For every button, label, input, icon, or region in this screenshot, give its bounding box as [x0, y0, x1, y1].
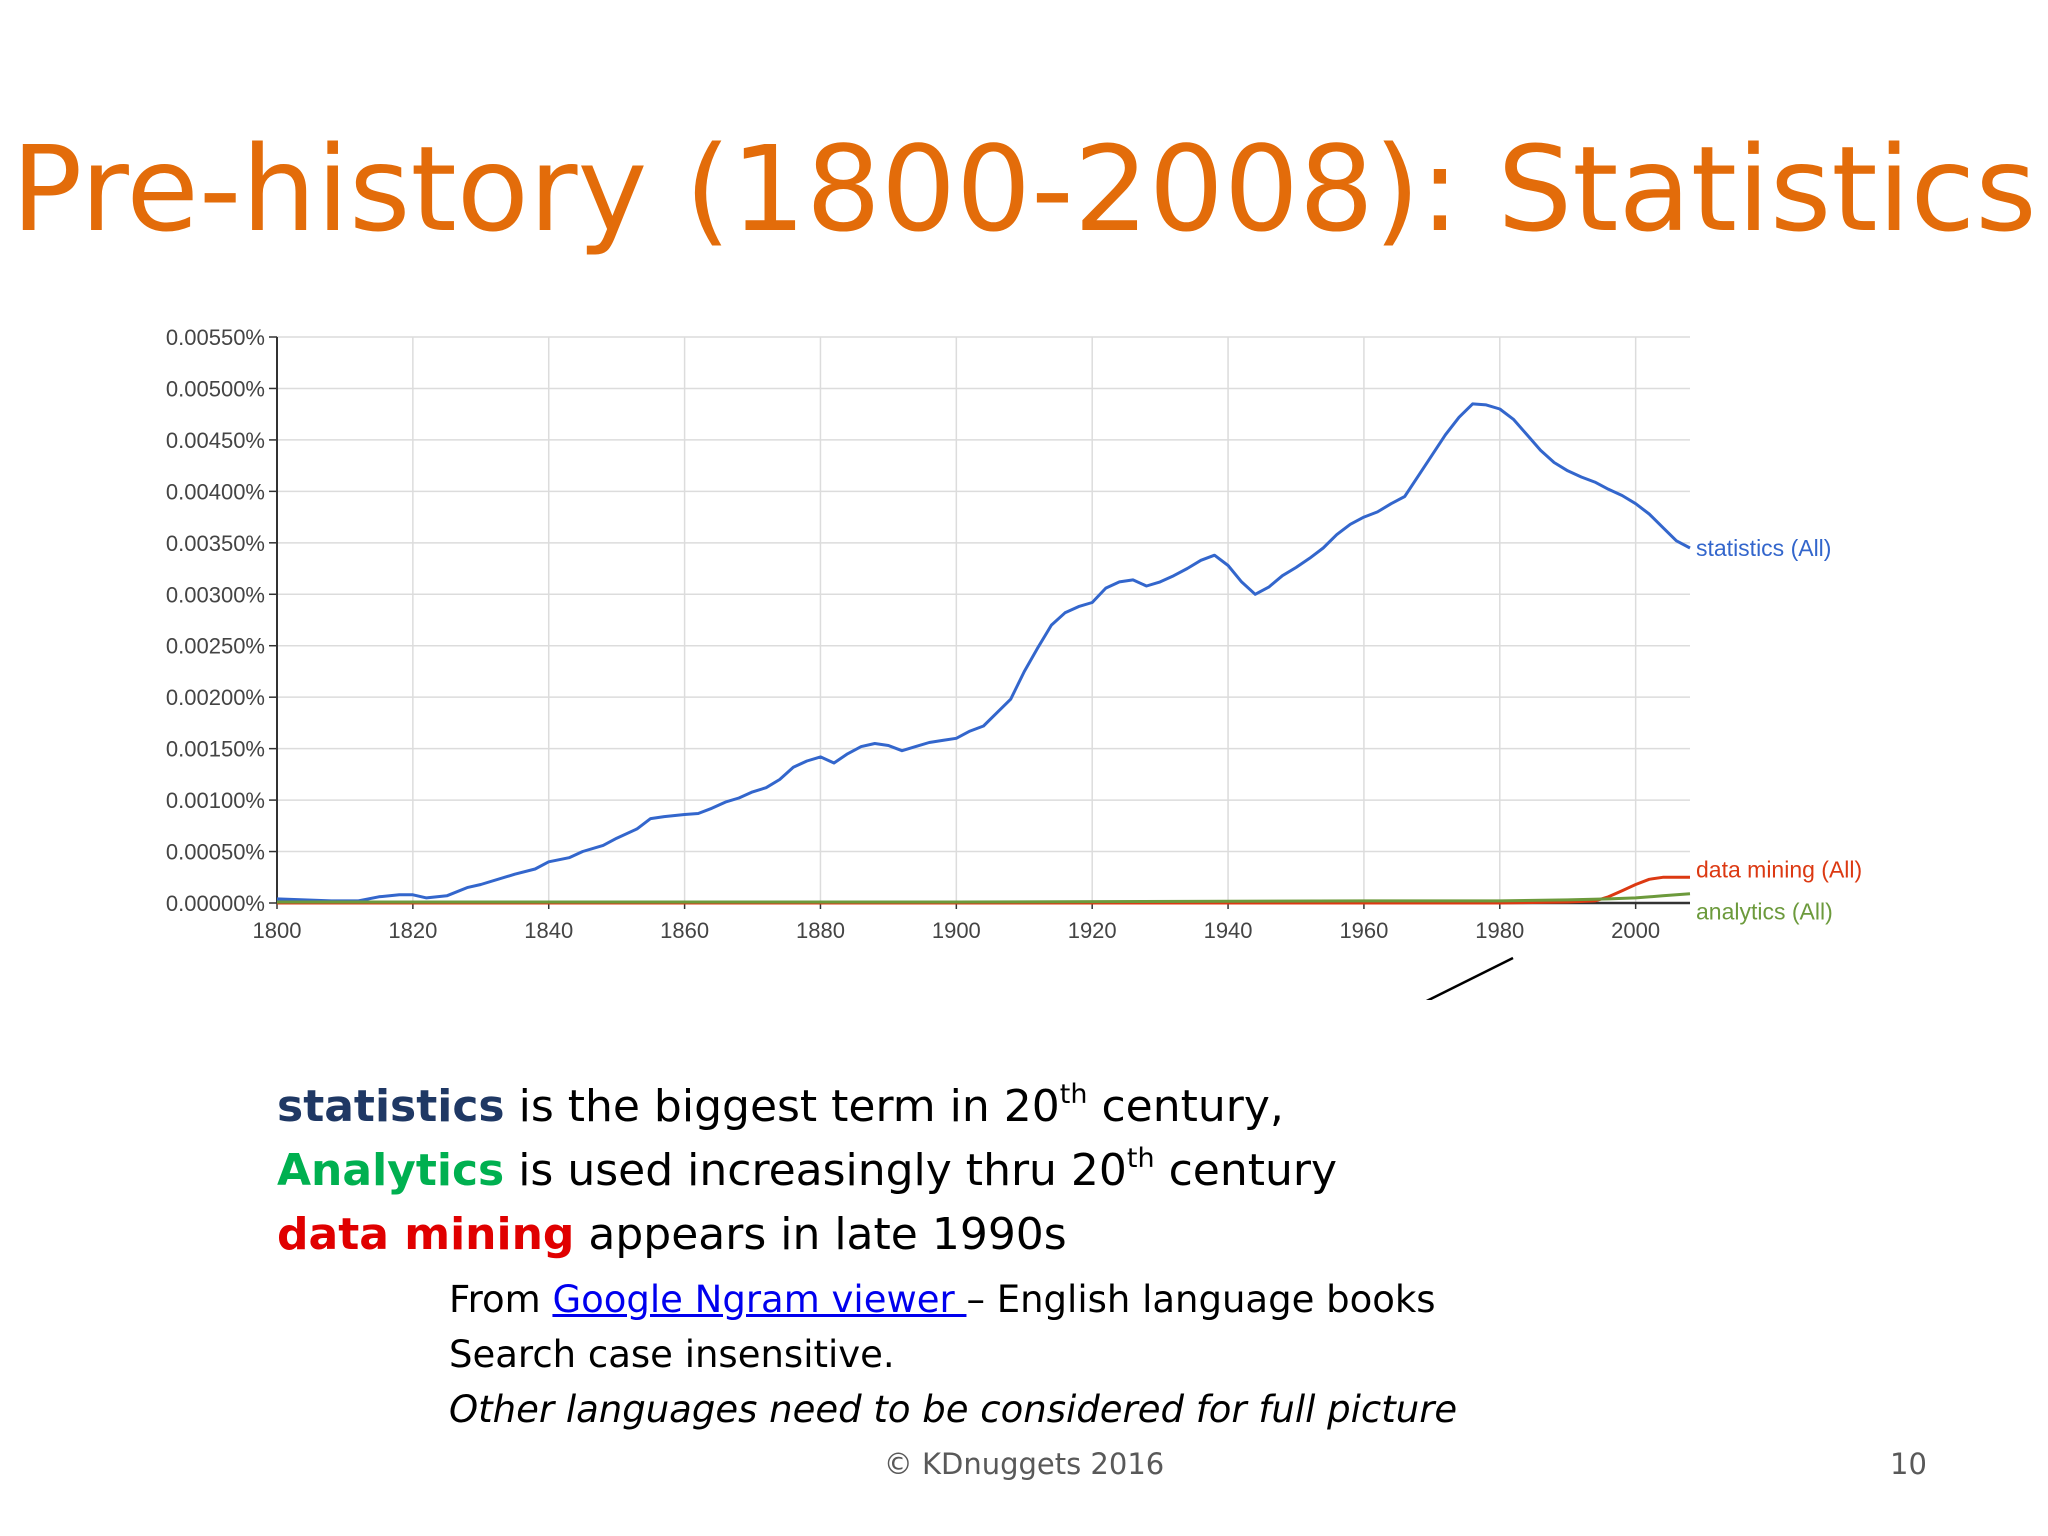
series-data-mining-line	[277, 875, 1690, 905]
annotation-pointer-line	[1425, 956, 1514, 1000]
series-statistics-line	[276, 402, 1691, 903]
y-tick-label: 0.00150%	[166, 737, 265, 762]
footer-copyright: © KDnuggets 2016	[883, 1447, 1165, 1481]
superscript: th	[1059, 1079, 1088, 1110]
source-notes: From Google Ngram viewer – English langu…	[449, 1272, 1457, 1437]
note-text: appears in late 1990s	[574, 1209, 1067, 1260]
x-tick-label: 1920	[1068, 918, 1117, 943]
y-tick-label: 0.00250%	[166, 634, 265, 659]
y-tick-label: 0.00350%	[166, 531, 265, 556]
y-tick-label: 0.00450%	[166, 428, 265, 453]
search-note: Search case insensitive.	[449, 1333, 895, 1376]
note-text: century	[1154, 1145, 1338, 1196]
x-tick-label: 1880	[796, 918, 845, 943]
languages-note: Other languages need to be considered fo…	[449, 1388, 1458, 1431]
page-number: 10	[1890, 1447, 1927, 1481]
x-tick-label: 1820	[388, 918, 437, 943]
slide-title: Pre-history (1800-2008): Statistics	[11, 120, 2037, 258]
x-tick-label: 1960	[1339, 918, 1388, 943]
y-tick-label: 0.00550%	[166, 325, 265, 350]
x-tick-label: 1840	[524, 918, 573, 943]
keyword-statistics: statistics	[277, 1081, 505, 1132]
y-tick-label: 0.00300%	[166, 582, 265, 607]
series-analytics-label: analytics (All)	[1696, 899, 1833, 925]
y-tick-label: 0.00100%	[166, 788, 265, 813]
notes-block: statistics is the biggest term in 20th c…	[277, 1075, 1677, 1267]
x-tick-label: 1980	[1475, 918, 1524, 943]
keyword-data-mining: data mining	[277, 1209, 575, 1260]
y-tick-label: 0.00400%	[166, 479, 265, 504]
series-statistics-label: statistics (All)	[1696, 535, 1831, 561]
note-text: is used increasingly thru 20	[504, 1145, 1127, 1196]
chart-grid	[277, 336, 1690, 903]
note-text: century,	[1087, 1081, 1284, 1132]
keyword-analytics: Analytics	[277, 1145, 505, 1196]
chart-series	[276, 402, 1691, 905]
google-ngram-link[interactable]: Google Ngram viewer	[552, 1278, 967, 1321]
note-text: is the biggest term in 20	[504, 1081, 1060, 1132]
x-tick-label: 1800	[253, 918, 302, 943]
source-prefix: From	[449, 1278, 553, 1321]
note-statistics: statistics is the biggest term in 20th c…	[277, 1075, 1677, 1139]
x-tick-label: 2000	[1611, 918, 1660, 943]
y-tick-label: 0.00050%	[166, 840, 265, 865]
chart-series-labels: statistics (All) data mining (All) analyti…	[1696, 535, 1862, 925]
series-analytics-line	[277, 892, 1691, 904]
y-tick-label: 0.00000%	[166, 891, 265, 916]
source-line: From Google Ngram viewer – English langu…	[449, 1272, 1457, 1327]
series-data-mining-label: data mining (All)	[1696, 856, 1862, 882]
chart-axes: 0.00000% 0.00050% 0.00100% 0.00150% 0.00200%…	[166, 325, 1690, 943]
superscript: th	[1126, 1143, 1155, 1174]
ngram-chart: 0.00000% 0.00050% 0.00100% 0.00150% 0.00200%…	[166, 325, 1862, 1000]
y-tick-label: 0.00200%	[166, 685, 265, 710]
y-tick-label: 0.00500%	[166, 376, 265, 401]
note-analytics: Analytics is used increasingly thru 20th…	[277, 1139, 1677, 1203]
source-suffix: – English language books	[966, 1278, 1436, 1321]
x-tick-label: 1900	[932, 918, 981, 943]
x-tick-label: 1940	[1204, 918, 1253, 943]
note-data-mining: data mining appears in late 1990s	[277, 1203, 1677, 1267]
x-tick-label: 1860	[660, 918, 709, 943]
